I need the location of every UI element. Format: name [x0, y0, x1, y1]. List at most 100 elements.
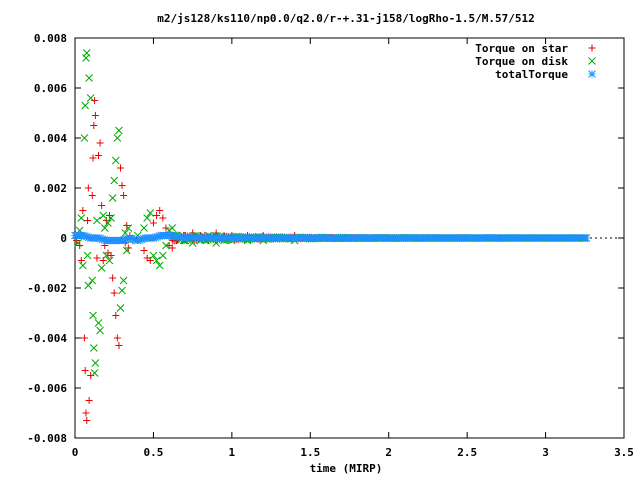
data-point [86, 94, 95, 102]
data-point [118, 182, 126, 189]
data-point [120, 192, 128, 199]
data-point [77, 214, 86, 222]
data-point [82, 49, 91, 57]
y-tick-label: -0.006 [27, 382, 67, 395]
data-point [81, 367, 89, 374]
data-point [91, 359, 100, 367]
y-tick-label: -0.004 [27, 332, 67, 345]
x-tick-label: 3 [542, 446, 549, 459]
data-point [93, 254, 101, 262]
series-star [71, 231, 591, 245]
data-point [96, 139, 104, 147]
data-point [149, 219, 157, 227]
data-point [90, 369, 99, 377]
x-tick-label: 0 [72, 446, 79, 459]
legend-label: Torque on star [475, 42, 568, 55]
data-point [156, 207, 164, 214]
data-point [96, 326, 104, 335]
y-axis: 0.008 0.006 0.004 0.002 0 -0.002 -0.004 -0.006 -… [27, 32, 624, 445]
data-point [105, 256, 114, 265]
data-point [118, 286, 126, 295]
data-point [80, 334, 88, 342]
data-point [111, 156, 120, 165]
data-point [81, 101, 90, 110]
data-point [99, 211, 108, 220]
y-tick-label: 0.002 [34, 182, 67, 195]
data-point [168, 224, 177, 232]
legend-marker-plus [588, 44, 596, 52]
data-point [158, 251, 167, 260]
data-point [82, 409, 90, 417]
x-tick-label: 1.5 [300, 446, 320, 459]
data-point [110, 289, 118, 297]
x-tick-label: 2 [385, 446, 392, 459]
data-point [112, 312, 120, 319]
data-point [87, 372, 95, 379]
data-point [116, 164, 124, 172]
series-layer [71, 49, 591, 424]
data-point [89, 344, 98, 352]
data-point [88, 192, 96, 199]
x-tick-label: 3.5 [614, 446, 634, 459]
x-axis-label: time (MIRP) [310, 462, 383, 475]
data-point [168, 244, 176, 252]
series-cross [72, 49, 589, 377]
data-point [88, 276, 97, 285]
data-point [122, 246, 131, 255]
data-point [89, 154, 97, 162]
data-point [124, 224, 133, 232]
data-point [80, 134, 89, 142]
data-point [119, 276, 128, 285]
chart-title: m2/js128/ks110/np0.0/q2.0/r-+.31-j158/lo… [157, 12, 535, 25]
data-point [143, 214, 152, 222]
x-axis: 0 0.5 1 1.5 2 2.5 3 3.5 [72, 38, 634, 459]
legend-marker-star [588, 70, 596, 78]
x-tick-label: 1 [229, 446, 236, 459]
data-point [115, 342, 123, 349]
data-point [74, 239, 82, 247]
legend-label: Torque on disk [475, 55, 568, 68]
data-point [113, 134, 122, 142]
data-point [107, 214, 115, 222]
data-point [91, 97, 99, 104]
y-tick-label: -0.008 [27, 432, 67, 445]
data-point [89, 311, 97, 320]
data-point [162, 241, 170, 250]
data-point [84, 217, 92, 224]
x-tick-label: 2.5 [457, 446, 477, 459]
legend-marker-cross [588, 57, 596, 65]
y-tick-label: 0.008 [34, 32, 67, 45]
data-point [124, 244, 132, 252]
data-point [94, 319, 103, 327]
data-point [95, 152, 103, 159]
data-point [153, 212, 161, 219]
y-tick-label: -0.002 [27, 282, 67, 295]
data-point [90, 122, 98, 129]
data-point [113, 334, 121, 342]
data-point [91, 112, 99, 119]
data-point [76, 242, 84, 249]
y-tick-label: 0.006 [34, 82, 67, 95]
data-point [140, 224, 148, 232]
data-point [93, 216, 101, 225]
data-point [146, 209, 155, 217]
data-point [109, 274, 117, 282]
data-point [78, 261, 87, 270]
y-tick-label: 0.004 [34, 132, 67, 145]
legend-label: totalTorque [495, 68, 568, 81]
data-point [106, 212, 114, 219]
data-point [123, 222, 131, 229]
data-point [149, 251, 158, 260]
data-point [83, 251, 92, 260]
data-point [159, 214, 167, 222]
data-point [102, 251, 111, 260]
data-point [115, 126, 123, 135]
data-point [152, 256, 161, 265]
data-point [85, 397, 93, 404]
y-tick-label: 0 [60, 232, 67, 245]
data-point [83, 417, 91, 424]
data-point [98, 202, 106, 209]
data-point [97, 264, 106, 272]
